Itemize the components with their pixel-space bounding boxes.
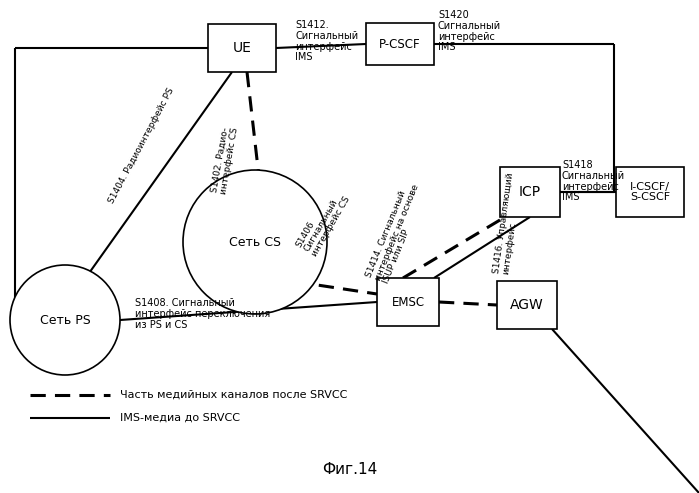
Text: Сеть PS: Сеть PS: [40, 314, 90, 326]
Text: AGW: AGW: [510, 298, 544, 312]
Text: Сеть CS: Сеть CS: [229, 236, 281, 248]
Text: S1412.
Сигнальный
интерфейс
IMS: S1412. Сигнальный интерфейс IMS: [295, 20, 358, 63]
Text: IMS-медиа до SRVCC: IMS-медиа до SRVCC: [120, 413, 240, 423]
Text: S1420
Сигнальный
интерфейс
IMS: S1420 Сигнальный интерфейс IMS: [438, 10, 501, 52]
Text: ICP: ICP: [519, 185, 541, 199]
Text: UE: UE: [233, 41, 252, 55]
Text: I-CSCF/
S-CSCF: I-CSCF/ S-CSCF: [630, 181, 670, 203]
FancyBboxPatch shape: [377, 278, 439, 326]
Text: S1414. Сигнальный
интерфейс на основе
ISUP или SIP: S1414. Сигнальный интерфейс на основе IS…: [365, 179, 428, 285]
FancyBboxPatch shape: [497, 281, 557, 329]
Text: P-CSCF: P-CSCF: [379, 37, 421, 50]
Text: S1402. Радио-
интерфейс CS: S1402. Радио- интерфейс CS: [210, 125, 240, 195]
Text: Фиг.14: Фиг.14: [322, 462, 377, 478]
FancyBboxPatch shape: [366, 23, 434, 65]
FancyBboxPatch shape: [616, 167, 684, 217]
FancyBboxPatch shape: [500, 167, 560, 217]
Text: S1418
Сигнальный
интерфейс
IMS: S1418 Сигнальный интерфейс IMS: [562, 160, 625, 203]
Text: S1404. Радиоинтерфейс PS: S1404. Радиоинтерфейс PS: [107, 86, 176, 205]
FancyBboxPatch shape: [208, 24, 276, 72]
Circle shape: [10, 265, 120, 375]
Text: S1408. Сигнальный
интерфейс переключения
из PS и CS: S1408. Сигнальный интерфейс переключения…: [135, 298, 271, 330]
Text: S1416. Управляющий
интерфейс: S1416. Управляющий интерфейс: [492, 172, 524, 275]
Circle shape: [183, 170, 327, 314]
Text: S1406
Сигнальный
интерфейс CS: S1406 Сигнальный интерфейс CS: [294, 186, 352, 258]
Text: EMSC: EMSC: [391, 295, 424, 309]
Text: Часть медийных каналов после SRVCC: Часть медийных каналов после SRVCC: [120, 390, 347, 400]
